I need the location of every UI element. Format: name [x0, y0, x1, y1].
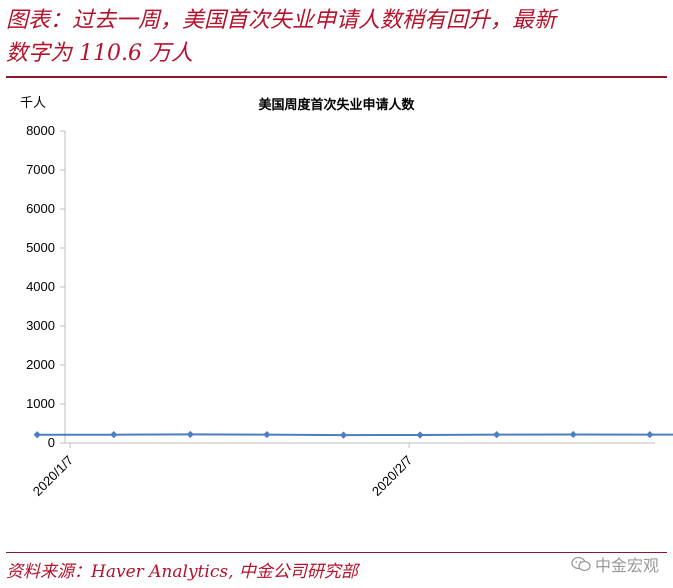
source-note: 资料来源：Haver Analytics, 中金公司研究部 [6, 562, 358, 582]
top-divider [6, 76, 667, 78]
data-point [646, 430, 654, 439]
data-point [416, 431, 424, 439]
data-point [569, 430, 577, 439]
data-point [493, 431, 501, 439]
watermark-text: 中金宏观 [594, 556, 659, 575]
y-tick-label: 7000 [26, 162, 55, 177]
y-unit-label: 千人 [20, 96, 47, 111]
figure-title-line1: 图表：过去一周，美国首次失业申请人数稍有回升，最新 [6, 8, 557, 33]
data-point [339, 431, 348, 439]
y-tick-label: 8000 [26, 123, 55, 138]
y-tick-label: 6000 [26, 201, 55, 216]
series-line [37, 433, 673, 437]
x-tick-label: 2020/1/7 [30, 453, 76, 499]
watermark: 中金宏观 [571, 552, 659, 576]
line-chart: 0 1000 2000 3000 4000 5000 6000 7000 8000 2020/1/… [26, 123, 673, 499]
data-point [186, 430, 194, 439]
x-tick-label: 2020/2/7 [369, 453, 415, 499]
data-point [33, 431, 41, 439]
y-tick-label: 3000 [26, 318, 55, 333]
data-point [110, 431, 118, 439]
y-tick-label: 4000 [26, 279, 55, 294]
chart-title: 美国周度首次失业申请人数 [258, 98, 415, 113]
bottom-divider [6, 552, 667, 553]
data-point [263, 430, 271, 439]
figure-title: 图表：过去一周，美国首次失业申请人数稍有回升，最新 数字为 110.6 万人 [6, 4, 666, 70]
y-tick-label: 5000 [26, 240, 55, 255]
figure-title-line2: 数字为 110.6 万人 [6, 41, 193, 66]
y-tick-label: 0 [48, 435, 55, 450]
wechat-icon [571, 556, 591, 572]
y-tick-label: 2000 [26, 357, 55, 372]
y-tick-label: 1000 [26, 396, 55, 411]
